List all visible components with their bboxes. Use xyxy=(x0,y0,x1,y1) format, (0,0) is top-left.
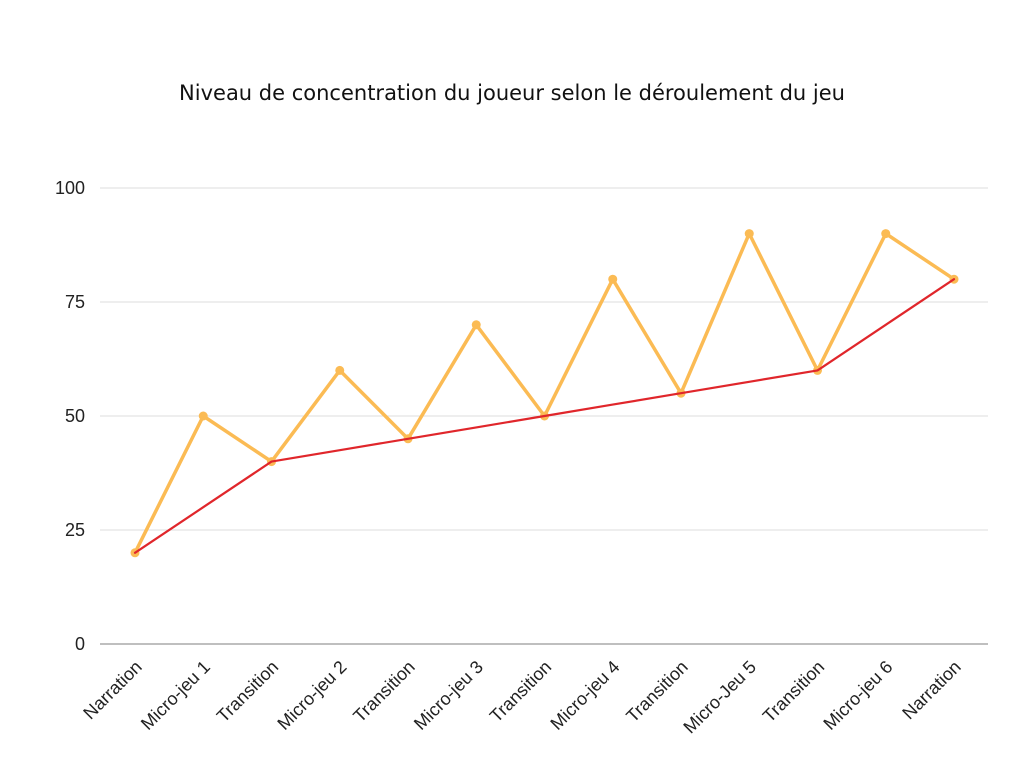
data-point xyxy=(471,320,481,330)
data-point xyxy=(881,229,891,239)
x-tick-label: Transition xyxy=(213,657,283,727)
data-point xyxy=(744,229,754,239)
data-point xyxy=(608,274,618,284)
x-tick-label: Transition xyxy=(622,657,692,727)
y-axis-ticks: 0 25 50 75 100 xyxy=(55,178,85,654)
x-tick-label: Transition xyxy=(349,657,419,727)
x-tick-label: Micro-jeu 1 xyxy=(137,657,214,734)
y-tick-label: 25 xyxy=(65,520,85,540)
x-tick-label: Micro-jeu 2 xyxy=(273,657,350,734)
x-tick-label: Narration xyxy=(898,657,964,723)
data-point xyxy=(198,411,208,421)
y-tick-label: 50 xyxy=(65,406,85,426)
x-tick-label: Micro-jeu 3 xyxy=(410,657,487,734)
y-tick-label: 75 xyxy=(65,292,85,312)
y-tick-label: 100 xyxy=(55,178,85,198)
data-point xyxy=(335,365,345,375)
x-tick-label: Narration xyxy=(79,657,145,723)
y-tick-label: 0 xyxy=(75,634,85,654)
series-line-2 xyxy=(133,278,956,554)
x-tick-label: Micro-jeu 4 xyxy=(546,657,623,734)
x-tick-label: Transition xyxy=(486,657,556,727)
x-tick-label: Transition xyxy=(759,657,829,727)
x-tick-label: Micro-jeu 6 xyxy=(819,657,896,734)
series-line-1 xyxy=(133,231,956,555)
gridlines xyxy=(100,187,988,531)
series-lines xyxy=(130,229,959,558)
chart-title: Niveau de concentration du joueur selon … xyxy=(179,81,845,105)
x-tick-label: Micro-Jeu 5 xyxy=(679,657,760,738)
